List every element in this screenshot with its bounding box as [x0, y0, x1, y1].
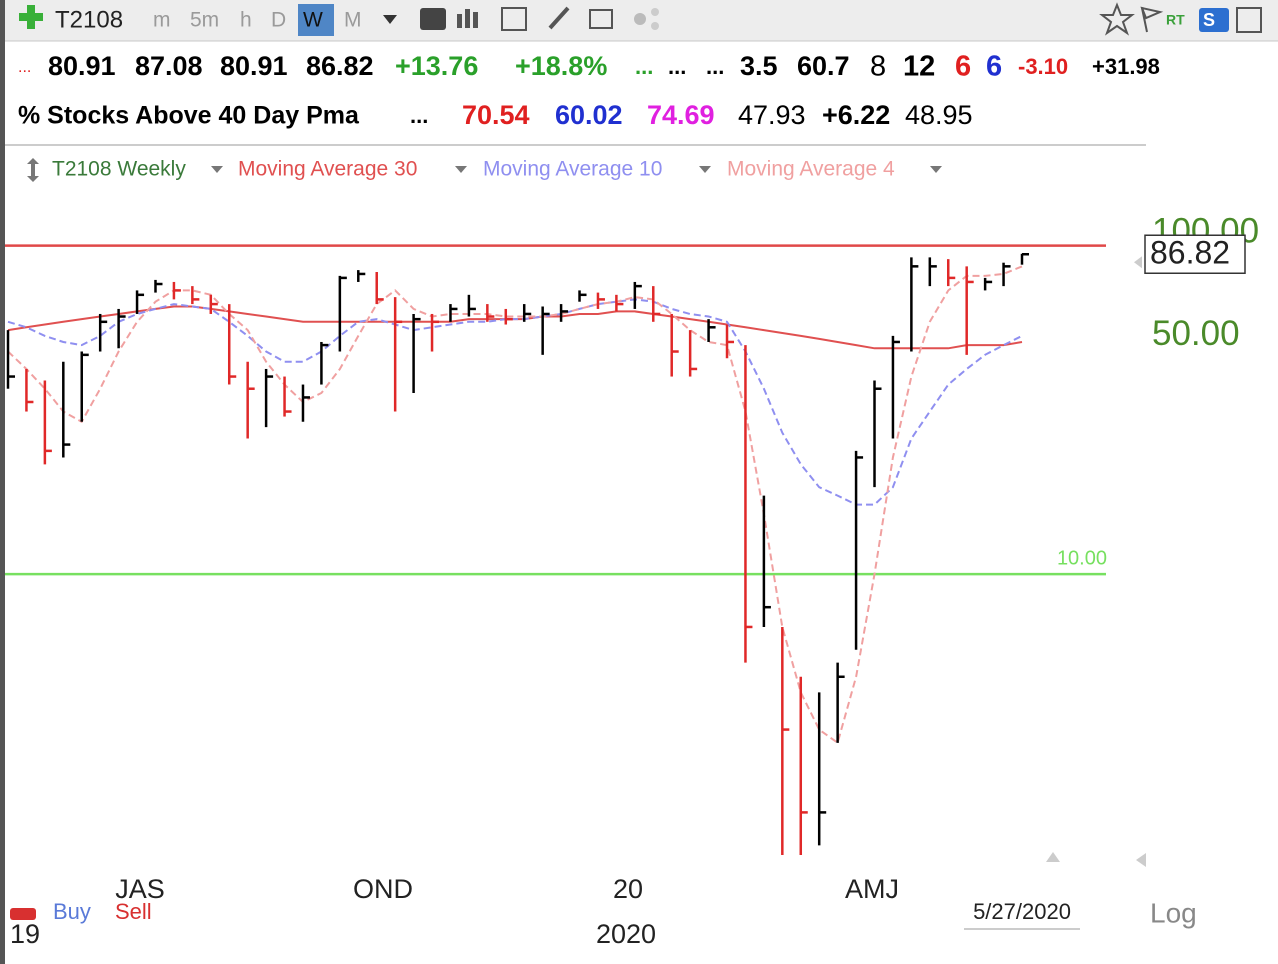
quote-value: 60.7 [797, 51, 850, 81]
quote-value: 80.91 [220, 51, 288, 81]
moving-average [7, 298, 1023, 506]
quote-value: 8 [870, 51, 886, 83]
name-row-item: 48.95 [905, 100, 973, 130]
quote-value: ... [706, 54, 724, 79]
price-pointer [1134, 256, 1142, 269]
scan-button[interactable]: S [1203, 10, 1215, 30]
legend-caret[interactable] [211, 166, 223, 173]
left-border [0, 0, 5, 964]
x-period-label: AMJ [845, 874, 899, 904]
symbol[interactable]: T2108 [55, 6, 123, 33]
buy-label[interactable]: Buy [53, 899, 91, 924]
quote-value: +31.98 [1092, 54, 1160, 79]
quote-value: +13.76 [395, 51, 478, 81]
name-row-item: ... [410, 103, 428, 128]
quote-value: ... [18, 59, 31, 76]
x-year-label: 2020 [596, 919, 656, 949]
y-tick-label: 50.00 [1152, 314, 1240, 353]
quote-value: 6 [986, 51, 1002, 83]
quote-value: -3.10 [1018, 54, 1068, 79]
quote-value: 3.5 [740, 51, 778, 81]
add-icon[interactable] [19, 5, 43, 29]
scroll-up[interactable] [1046, 852, 1060, 862]
timeframe-caret[interactable] [383, 15, 397, 24]
x-period-label: JAS [115, 874, 165, 904]
legend-caret[interactable] [455, 166, 467, 173]
x-period-label: 20 [613, 874, 643, 904]
last-value-label: 86.82 [1150, 235, 1230, 271]
timeframe[interactable]: W [303, 9, 323, 32]
quote-value: ... [635, 54, 653, 79]
name-row-item: 74.69 [647, 100, 715, 130]
legend-main[interactable]: T2108 Weekly [52, 158, 186, 181]
legend-entry[interactable]: Moving Average 30 [238, 158, 417, 181]
scroll-left[interactable] [1136, 853, 1146, 867]
quote-value: 86.82 [306, 51, 374, 81]
timeframe[interactable]: 5m [190, 9, 219, 32]
legend-icon[interactable] [27, 158, 39, 182]
timeframe[interactable]: M [344, 9, 362, 32]
legend-caret[interactable] [930, 166, 942, 173]
legend-entry[interactable]: Moving Average 10 [483, 158, 662, 181]
quote-value: 6 [955, 51, 971, 83]
quote-value: 80.91 [48, 51, 116, 81]
reference-label: 10.00 [1057, 547, 1107, 569]
x-year-label: 19 [10, 919, 40, 949]
quote-value: 87.08 [135, 51, 203, 81]
name-row-item: % Stocks Above 40 Day Pma [18, 102, 360, 130]
name-row-item: 60.02 [555, 100, 623, 130]
name-row-item: 70.54 [462, 100, 530, 130]
name-row-item: +6.22 [822, 100, 890, 130]
x-period-label: OND [353, 874, 413, 904]
realtime-flag[interactable]: RT [1166, 12, 1185, 28]
quote-value: +18.8% [515, 51, 607, 81]
last-date: 5/27/2020 [973, 899, 1071, 924]
scale-toggle[interactable]: Log [1150, 897, 1197, 928]
timeframe[interactable]: m [153, 9, 171, 32]
name-row-item: 47.93 [738, 100, 806, 130]
quote-value: 12 [903, 51, 935, 83]
last-value-box [1144, 234, 1246, 274]
sell-label[interactable]: Sell [115, 899, 152, 924]
timeframe[interactable]: D [271, 9, 286, 32]
timeframe[interactable]: h [240, 9, 252, 32]
legend-entry[interactable]: Moving Average 4 [727, 158, 895, 181]
selected-timeframe-bg [298, 4, 334, 36]
buy-sell-icon[interactable] [10, 908, 36, 920]
legend-caret[interactable] [699, 166, 711, 173]
toolbar-icons[interactable] [420, 2, 1262, 36]
quote-value: ... [668, 54, 686, 79]
